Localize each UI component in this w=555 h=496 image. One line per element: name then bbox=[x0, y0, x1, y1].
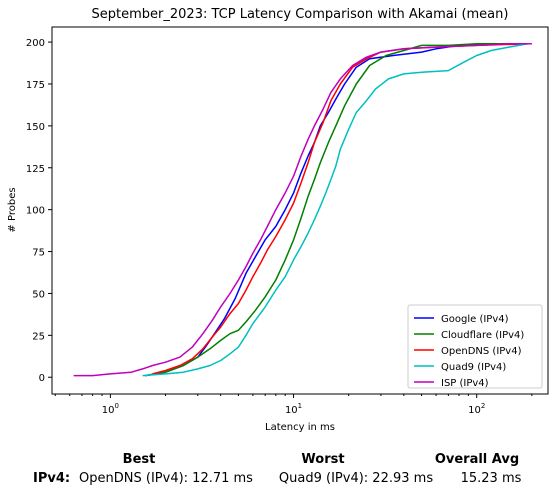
y-axis-ticks: 0 25 50 75 100 125 150 175 200 bbox=[26, 38, 52, 384]
y-tick-label: 50 bbox=[32, 289, 45, 300]
ipv4-row-label: IPv4: bbox=[33, 471, 71, 486]
legend-label: Cloudflare (IPv4) bbox=[441, 330, 524, 341]
legend-label: Google (IPv4) bbox=[441, 314, 509, 325]
best-value: OpenDNS (IPv4): 12.71 ms bbox=[79, 471, 253, 486]
y-tick-label: 125 bbox=[26, 164, 45, 175]
series-line-2 bbox=[152, 43, 530, 375]
series-line-4 bbox=[73, 43, 532, 377]
legend: Google (IPv4) Cloudflare (IPv4) OpenDNS (I… bbox=[407, 304, 543, 389]
legend-label: OpenDNS (IPv4) bbox=[441, 346, 522, 357]
chart-title: September_2023: TCP Latency Comparison w… bbox=[92, 7, 509, 22]
y-tick-label: 200 bbox=[26, 38, 45, 49]
y-tick-label: 175 bbox=[26, 80, 45, 91]
y-tick-label: 150 bbox=[26, 122, 45, 133]
worst-value: Quad9 (IPv4): 22.93 ms bbox=[278, 471, 434, 486]
series-lines bbox=[73, 43, 532, 377]
x-axis-label: Latency in ms bbox=[265, 422, 335, 433]
y-tick-label: 100 bbox=[26, 206, 45, 217]
legend-label: ISP (IPv4) bbox=[441, 378, 489, 389]
x-axis-ticks: 100 101 102 bbox=[54, 394, 533, 416]
worst-header: Worst bbox=[301, 452, 345, 467]
overall-avg-header: Overall Avg bbox=[434, 452, 520, 467]
y-axis-label: # Probes bbox=[7, 187, 18, 232]
y-tick-label: 75 bbox=[32, 248, 45, 259]
summary-table: Best Worst Overall Avg IPv4: OpenDNS (IP… bbox=[0, 448, 555, 496]
y-tick-label: 25 bbox=[32, 331, 45, 342]
series-line-1 bbox=[145, 43, 528, 377]
best-header: Best bbox=[122, 452, 156, 467]
x-tick-label: 100 bbox=[102, 402, 119, 416]
series-line-3 bbox=[142, 43, 528, 377]
legend-box bbox=[407, 304, 543, 389]
x-tick-label: 102 bbox=[468, 402, 485, 416]
latency-chart: September_2023: TCP Latency Comparison w… bbox=[7, 7, 549, 433]
overall-avg-value: 15.23 ms bbox=[460, 471, 522, 486]
legend-label: Quad9 (IPv4) bbox=[441, 362, 506, 373]
x-tick-label: 101 bbox=[285, 402, 302, 416]
y-tick-label: 0 bbox=[39, 373, 45, 384]
